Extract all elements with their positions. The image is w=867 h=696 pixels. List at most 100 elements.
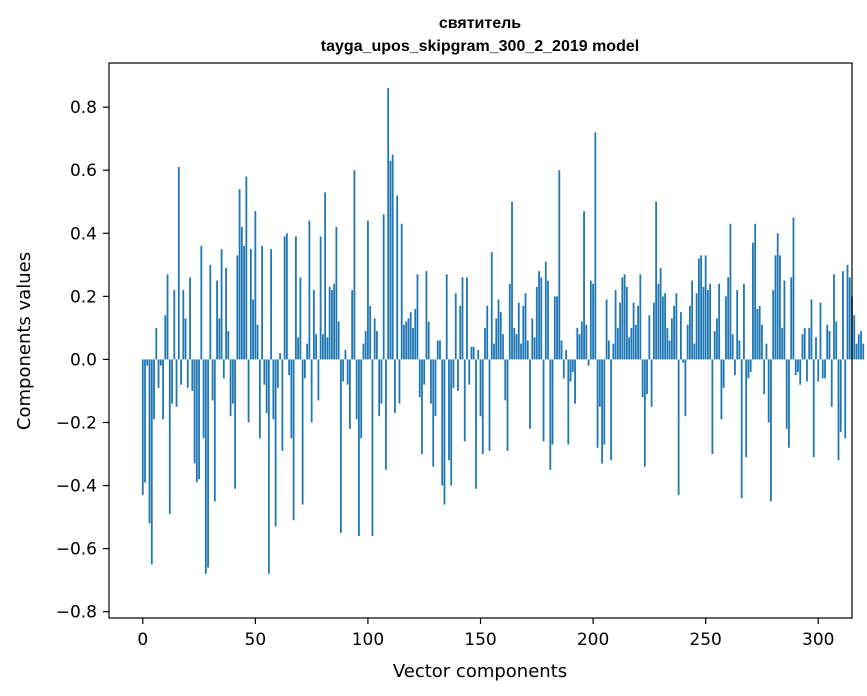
bar [236, 255, 239, 360]
bar [209, 264, 212, 360]
bar [427, 321, 430, 360]
bar [247, 359, 250, 423]
bar [592, 283, 594, 360]
bar [790, 277, 793, 360]
bar [839, 359, 842, 432]
bar [288, 359, 291, 376]
bar [144, 359, 146, 483]
bar [711, 359, 714, 455]
bar [434, 359, 437, 417]
bar [605, 299, 608, 360]
bar [310, 359, 313, 423]
bar [430, 359, 432, 404]
bar [222, 359, 225, 379]
bar [693, 343, 696, 360]
bar [553, 296, 556, 360]
bar [184, 318, 187, 360]
y-tick-label: −0.4 [56, 477, 97, 497]
bar [808, 327, 811, 360]
bar [716, 318, 718, 360]
bar [162, 359, 164, 420]
bar [342, 359, 345, 382]
bar [396, 195, 399, 360]
bar [261, 245, 263, 360]
bar [346, 359, 349, 385]
bar [279, 353, 282, 360]
y-axis-label: Components values [14, 252, 35, 430]
bar [779, 255, 781, 360]
bar [376, 331, 378, 360]
bar [225, 267, 227, 360]
bar [734, 359, 736, 376]
bar [652, 302, 655, 360]
bar [788, 359, 790, 448]
bar [443, 359, 446, 505]
bar [387, 88, 390, 360]
bar [159, 359, 162, 366]
bar [245, 176, 248, 360]
bar [743, 283, 745, 360]
y-tick-label: 0.6 [70, 161, 97, 181]
bar [810, 299, 813, 360]
bar [301, 359, 304, 505]
bar [610, 359, 612, 461]
bar [344, 349, 347, 360]
plot-frame [108, 62, 853, 619]
x-tick-label: 0 [137, 630, 148, 650]
bar [312, 290, 315, 360]
bar [416, 274, 419, 360]
bar [220, 249, 223, 360]
bar [589, 280, 592, 360]
bar [616, 327, 619, 360]
bar [213, 359, 216, 502]
bar [450, 359, 453, 486]
bar [799, 359, 802, 385]
bar [508, 283, 511, 360]
x-tick-label: 150 [464, 630, 496, 650]
bar [193, 359, 196, 464]
bar [855, 343, 858, 360]
bar [234, 359, 236, 489]
bar [801, 334, 804, 360]
bar [853, 315, 856, 360]
chart-subtitle: tayga_upos_skipgram_300_2_2019 model [321, 38, 639, 55]
bar [504, 359, 507, 401]
bar [202, 359, 205, 439]
bar [454, 293, 457, 360]
bar [686, 324, 689, 360]
bar [513, 327, 516, 360]
bar [267, 359, 270, 574]
bar [281, 359, 284, 451]
bar [848, 277, 851, 360]
bar [360, 359, 363, 439]
bar [297, 337, 300, 360]
bar [842, 271, 844, 360]
bar [463, 359, 466, 442]
bar [700, 255, 703, 360]
bar [351, 290, 354, 360]
bar [517, 302, 520, 360]
bar [479, 359, 482, 417]
bar [515, 334, 518, 360]
bar [666, 327, 669, 360]
bar [567, 359, 570, 445]
bar [461, 277, 464, 360]
bar [306, 343, 309, 360]
bar [731, 334, 734, 360]
bar [520, 343, 522, 360]
bar [702, 286, 705, 360]
bar [862, 343, 865, 360]
bar [249, 249, 252, 360]
bar [200, 245, 203, 360]
bar [625, 286, 628, 360]
bar [819, 302, 822, 360]
bar [171, 359, 173, 404]
bar [283, 236, 286, 360]
bar [272, 359, 275, 420]
bar [673, 305, 676, 360]
bar [186, 359, 189, 388]
bar [189, 277, 191, 360]
x-tick-label: 250 [689, 630, 721, 650]
bar [817, 359, 820, 382]
bar [400, 223, 403, 360]
